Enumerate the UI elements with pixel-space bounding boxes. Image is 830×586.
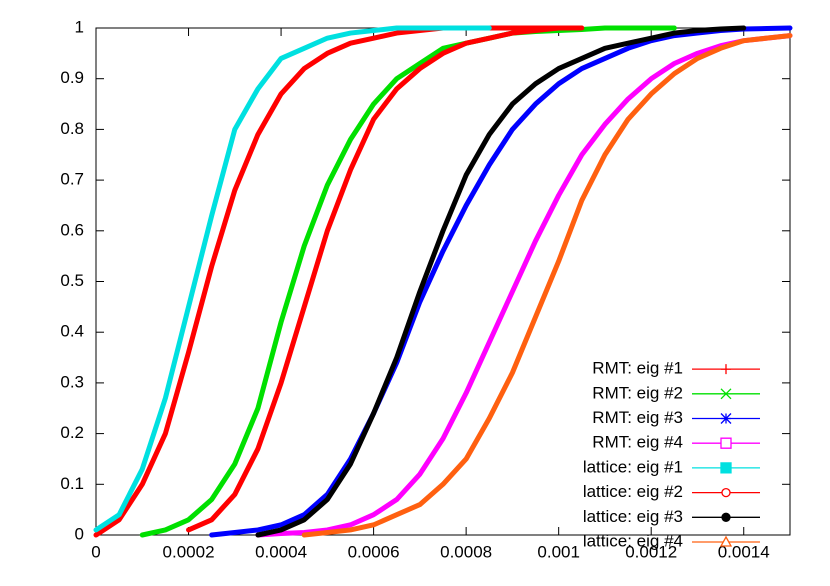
legend-label: lattice: eig #2: [583, 482, 683, 501]
legend-marker: [719, 535, 733, 547]
legend-marker: [720, 437, 732, 449]
legend-marker: [721, 512, 731, 522]
y-tick-label: 0: [75, 524, 84, 543]
legend-label: RMT: eig #1: [592, 359, 683, 378]
series-line: [186, 25, 585, 533]
series-line: [255, 33, 793, 538]
x-tick-label: 0.0012: [625, 542, 677, 561]
x-tick-label: 0.0014: [718, 542, 770, 561]
x-tick-label: 0: [91, 542, 100, 561]
x-tick-label: 0.0004: [255, 542, 307, 561]
y-tick-label: 0.5: [60, 271, 84, 290]
legend-label: RMT: eig #2: [592, 383, 683, 402]
x-tick-label: 0.001: [537, 542, 580, 561]
y-tick-label: 0.3: [60, 372, 84, 391]
series-line: [93, 25, 562, 538]
y-tick-label: 0.6: [60, 220, 84, 239]
series-line: [255, 25, 747, 538]
legend-marker: [720, 413, 732, 424]
series-line: [209, 25, 793, 538]
legend-label: RMT: eig #4: [592, 433, 683, 452]
legend-marker: [721, 487, 731, 498]
legend-marker: [721, 364, 731, 375]
series-line: [93, 25, 492, 533]
legend-marker: [720, 388, 732, 400]
legend-label: lattice: eig #4: [583, 531, 683, 550]
y-tick-label: 0.1: [60, 474, 84, 493]
legend-marker: [720, 462, 732, 474]
y-tick-label: 0.7: [60, 170, 84, 189]
series-line: [139, 25, 677, 538]
y-tick-label: 0.9: [60, 68, 84, 87]
y-tick-label: 0.2: [60, 423, 84, 442]
legend-label: lattice: eig #3: [583, 507, 683, 526]
series-line: [301, 33, 793, 538]
x-tick-label: 0.0002: [163, 542, 215, 561]
y-tick-label: 1: [75, 17, 84, 36]
legend-label: lattice: eig #1: [583, 457, 683, 476]
legend-label: RMT: eig #3: [592, 408, 683, 427]
x-tick-label: 0.0008: [440, 542, 492, 561]
y-tick-label: 0.8: [60, 119, 84, 138]
y-tick-label: 0.4: [60, 322, 84, 341]
x-tick-label: 0.0006: [348, 542, 400, 561]
plot-frame: [95, 27, 791, 536]
